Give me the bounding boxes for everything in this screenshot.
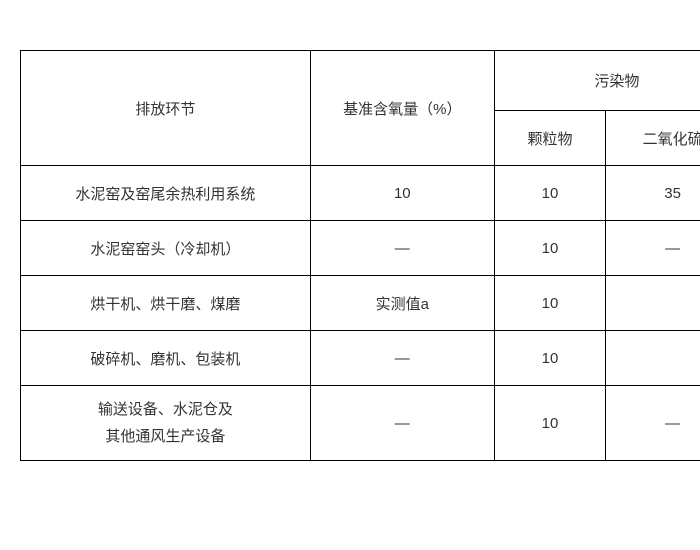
cell-particulate: 10 [494, 386, 605, 461]
cell-oxygen: 实测值a [310, 276, 494, 331]
cell-oxygen: 10 [310, 166, 494, 221]
table-row: 水泥窑及窑尾余热利用系统 10 10 35 [21, 166, 700, 221]
cell-particulate: 10 [494, 166, 605, 221]
table-row: 输送设备、水泥仓及 其他通风生产设备 — 10 — [21, 386, 700, 461]
table-row: 破碎机、磨机、包装机 — 10 [21, 331, 700, 386]
cell-segment-line2: 其他通风生产设备 [105, 428, 225, 445]
cell-so2: — [606, 386, 700, 461]
cell-oxygen: — [310, 386, 494, 461]
cell-segment-line1: 输送设备、水泥仓及 [98, 401, 233, 418]
table-row: 烘干机、烘干磨、煤磨 实测值a 10 [21, 276, 700, 331]
header-so2: 二氧化硫 [606, 111, 700, 166]
cell-segment: 水泥窑窑头（冷却机） [21, 221, 311, 276]
cell-segment: 输送设备、水泥仓及 其他通风生产设备 [21, 386, 311, 461]
cell-segment: 破碎机、磨机、包装机 [21, 331, 311, 386]
header-particulate: 颗粒物 [494, 111, 605, 166]
header-oxygen-content: 基准含氧量（%） [310, 51, 494, 166]
cell-so2 [606, 331, 700, 386]
cell-particulate: 10 [494, 221, 605, 276]
cell-particulate: 10 [494, 276, 605, 331]
cell-so2: 35 [606, 166, 700, 221]
cell-segment: 烘干机、烘干磨、煤磨 [21, 276, 311, 331]
cell-so2: — [606, 221, 700, 276]
cell-oxygen: — [310, 331, 494, 386]
cell-oxygen: — [310, 221, 494, 276]
emission-standards-table: 排放环节 基准含氧量（%） 污染物 颗粒物 二氧化硫 水泥窑及窑尾余热利用系统 … [20, 50, 700, 461]
table-row: 水泥窑窑头（冷却机） — 10 — [21, 221, 700, 276]
header-pollutant-group: 污染物 [494, 51, 700, 111]
header-emission-segment: 排放环节 [21, 51, 311, 166]
cell-particulate: 10 [494, 331, 605, 386]
cell-segment: 水泥窑及窑尾余热利用系统 [21, 166, 311, 221]
cell-so2 [606, 276, 700, 331]
